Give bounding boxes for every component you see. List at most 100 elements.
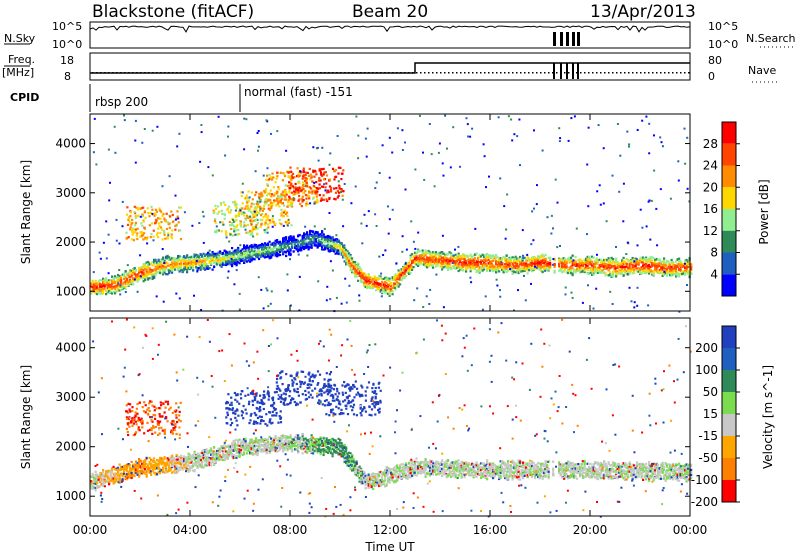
- heatmap-cell: [429, 258, 432, 262]
- heatmap-cell: [672, 267, 675, 270]
- heatmap-cell: [558, 269, 561, 272]
- heatmap-cell: [492, 270, 495, 273]
- heatmap-cell: [277, 248, 280, 251]
- heatmap-cell: [606, 259, 609, 262]
- heatmap-cell: [190, 262, 193, 265]
- heatmap-cell: [264, 198, 267, 201]
- heatmap-cell: [367, 277, 370, 280]
- heatmap-cell: [331, 245, 334, 248]
- heatmap-cell: [161, 238, 164, 241]
- heatmap-cell: [154, 260, 157, 263]
- heatmap-cell: [681, 262, 684, 265]
- heatmap-cell: [171, 263, 174, 266]
- heatmap-cell: [120, 288, 123, 292]
- heatmap-cell: [408, 267, 411, 271]
- heatmap-cell: [325, 174, 329, 177]
- heatmap-cell: [132, 228, 135, 231]
- heatmap-cell: [303, 247, 306, 251]
- heatmap-cell: [288, 238, 291, 241]
- heatmap-cell: [267, 244, 270, 247]
- heatmap-cell: [319, 242, 322, 245]
- heatmap-cell: [210, 257, 213, 260]
- heatmap-cell: [223, 254, 226, 257]
- heatmap-cell: [232, 254, 235, 257]
- heatmap-cell: [207, 257, 210, 260]
- heatmap-cell: [160, 262, 163, 265]
- heatmap-cell: [256, 250, 259, 253]
- nave-dot: [360, 72, 362, 74]
- heatmap-cell: [660, 262, 663, 265]
- nave-dot: [232, 72, 234, 74]
- heatmap-cell: [133, 267, 136, 270]
- heatmap-cell: [390, 281, 393, 285]
- heatmap-cell: [373, 281, 376, 284]
- heatmap-cell: [324, 247, 327, 250]
- heatmap-cell: [310, 233, 313, 237]
- heatmap-cell: [616, 272, 619, 275]
- heatmap-cell: [469, 255, 472, 258]
- heatmap-cell: [292, 240, 295, 244]
- heatmap-cell: [204, 262, 207, 265]
- heatmap-cell: [471, 256, 474, 259]
- heatmap-cell: [667, 271, 670, 274]
- heatmap-cell: [163, 267, 166, 270]
- heatmap-cell: [214, 230, 217, 233]
- heatmap-cell: [339, 243, 342, 247]
- heatmap-cell: [118, 279, 121, 282]
- heatmap-cell: [525, 264, 528, 267]
- heatmap-cell: [298, 245, 301, 248]
- heatmap-cell: [490, 255, 493, 258]
- heatmap-cell: [568, 267, 571, 270]
- heatmap-cell: [312, 234, 315, 237]
- heatmap-cell: [637, 270, 640, 273]
- heatmap-cell: [222, 262, 225, 265]
- heatmap-cell: [444, 265, 447, 268]
- heatmap-cell: [138, 271, 141, 274]
- heatmap-cell: [375, 283, 378, 286]
- heatmap-cell: [348, 260, 351, 263]
- heatmap-cell: [277, 242, 280, 245]
- heatmap-cell: [522, 269, 525, 273]
- heatmap-cell: [492, 264, 495, 267]
- heatmap-cell: [220, 257, 223, 261]
- heatmap-cell: [361, 281, 364, 284]
- heatmap-cell: [649, 265, 652, 268]
- nave-dot: [576, 72, 578, 74]
- heatmap-cell: [504, 263, 507, 266]
- heatmap-cell: [430, 254, 433, 257]
- heatmap-cell: [253, 251, 256, 254]
- heatmap-cell: [261, 244, 264, 247]
- heatmap-cell: [154, 269, 157, 272]
- heatmap-cell: [90, 285, 93, 288]
- heatmap-cell: [676, 274, 679, 277]
- heatmap-cell: [666, 269, 669, 272]
- heatmap-cell: [94, 284, 97, 287]
- heatmap-cell: [567, 269, 570, 272]
- heatmap-cell: [565, 271, 568, 274]
- heatmap-cell: [396, 283, 399, 286]
- heatmap-cell: [394, 285, 397, 288]
- heatmap-cell: [664, 264, 667, 267]
- heatmap-cell: [477, 262, 480, 266]
- heatmap-cell: [247, 256, 250, 259]
- nave-dot: [356, 72, 358, 74]
- heatmap-cell: [102, 280, 105, 283]
- heatmap-cell: [305, 185, 308, 188]
- heatmap-cell: [102, 277, 105, 280]
- heatmap-cell: [292, 239, 295, 242]
- heatmap-cell: [375, 279, 378, 282]
- heatmap-cell: [351, 271, 354, 274]
- heatmap-cell: [645, 256, 648, 259]
- heatmap-cell: [337, 172, 340, 175]
- heatmap-cell: [269, 199, 272, 202]
- heatmap-cell: [93, 288, 96, 291]
- heatmap-cell: [274, 253, 277, 257]
- nsearch-tick-bottom: 10^0: [708, 38, 738, 51]
- heatmap-cell: [663, 257, 666, 260]
- heatmap-cell: [270, 203, 274, 206]
- heatmap-cell: [598, 270, 601, 273]
- heatmap-cell: [613, 267, 616, 271]
- heatmap-cell: [184, 266, 187, 269]
- heatmap-cell: [607, 269, 610, 272]
- heatmap-cell: [213, 261, 216, 264]
